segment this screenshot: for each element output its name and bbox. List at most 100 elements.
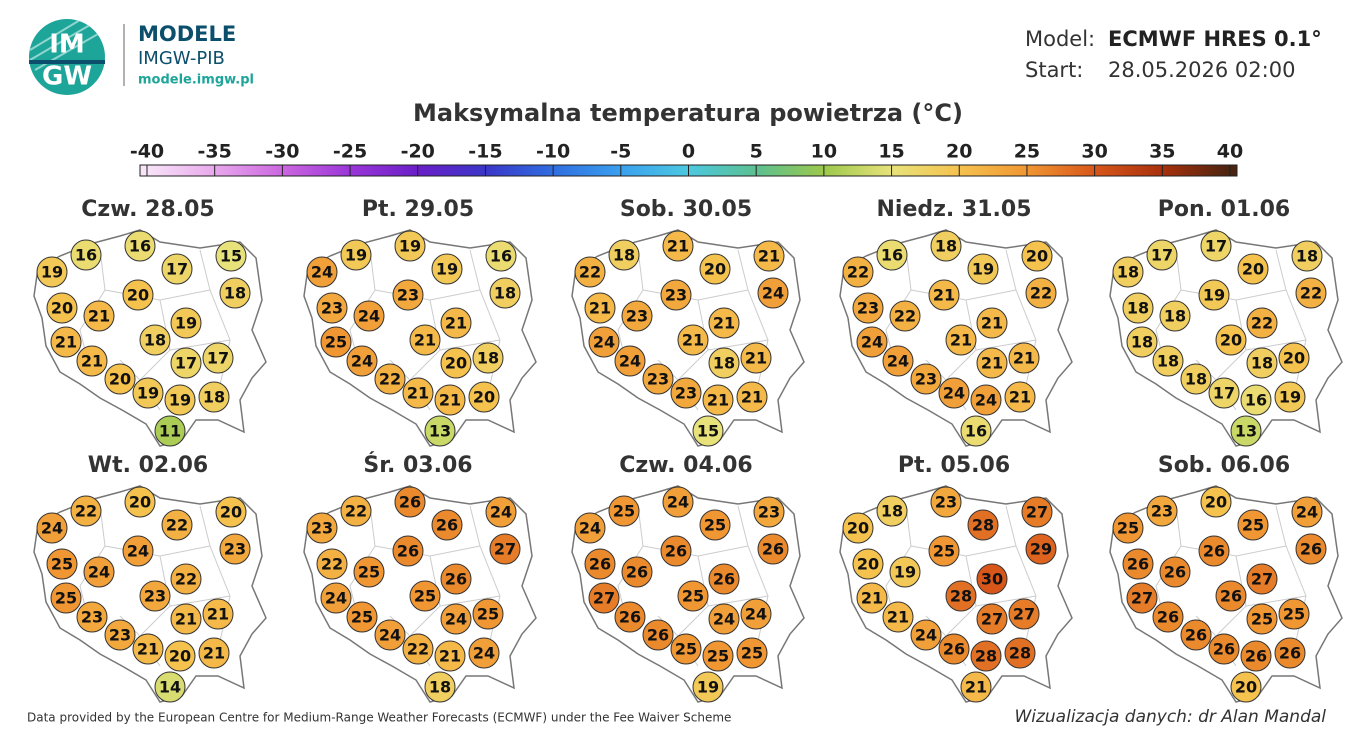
temperature-label: 19 xyxy=(41,263,63,282)
temperature-marker xyxy=(1152,601,1184,633)
start-label: Start: xyxy=(1025,58,1083,82)
logo-text: IM xyxy=(49,30,85,60)
temperature-label: 23 xyxy=(675,384,697,403)
temperature-label: 19 xyxy=(1279,388,1301,407)
temperature-marker xyxy=(614,601,646,633)
temperature-marker xyxy=(164,384,196,416)
temperature-marker xyxy=(1126,326,1158,358)
temperature-marker xyxy=(670,633,702,665)
temperature-marker xyxy=(970,640,1002,672)
temperature-marker xyxy=(353,556,385,588)
temperature-label: 21 xyxy=(682,331,704,350)
temperature-marker xyxy=(46,292,78,324)
temperature-label: 25 xyxy=(704,516,726,535)
temperature-marker xyxy=(215,496,247,528)
temperature-marker xyxy=(945,580,977,612)
temperature-label: 26 xyxy=(713,570,735,589)
temperature-marker xyxy=(139,324,171,356)
temperature-marker xyxy=(1112,512,1144,544)
url[interactable]: modele.imgw.pl xyxy=(138,73,254,88)
temperature-marker xyxy=(757,533,789,565)
temperature-marker xyxy=(1008,598,1040,630)
colorbar-tick-label: 15 xyxy=(878,141,904,163)
temperature-marker xyxy=(50,582,82,614)
temperature-marker xyxy=(70,495,102,527)
temperature-marker xyxy=(1230,415,1262,447)
temperature-marker xyxy=(1246,307,1278,339)
temperature-label: 22 xyxy=(379,370,401,389)
temperature-label: 24 xyxy=(41,519,63,538)
temperature-marker xyxy=(1198,535,1230,567)
temperature-marker xyxy=(967,253,999,285)
temperature-label: 23 xyxy=(626,307,648,326)
temperature-label: 18 xyxy=(1185,370,1207,389)
temperature-label: 22 xyxy=(75,502,97,521)
temperature-marker xyxy=(740,598,772,630)
temperature-marker xyxy=(219,533,251,565)
temperature-marker xyxy=(928,535,960,567)
temperature-marker xyxy=(340,495,372,527)
temperature-marker xyxy=(842,256,874,288)
temperature-label: 24 xyxy=(351,352,373,371)
temperature-marker xyxy=(967,509,999,541)
colorbar-ticks: -40 -35 -30 -25 -20 -15 -10 -5 0 5 10 15 20 25 30 35 40 xyxy=(130,141,1243,176)
temperature-marker xyxy=(876,495,908,527)
temperature-marker xyxy=(340,239,372,271)
temperature-marker xyxy=(708,307,740,339)
temperature-marker xyxy=(320,582,352,614)
temperature-label: 20 xyxy=(1283,349,1305,368)
temperature-label: 18 xyxy=(935,237,957,256)
temperature-marker xyxy=(202,342,234,374)
temperature-label: 26 xyxy=(943,640,965,659)
logo[interactable]: IM GW xyxy=(29,19,105,95)
temperature-label: 17 xyxy=(166,260,188,279)
temperature-marker xyxy=(440,307,472,339)
colorbar-tick-label: -10 xyxy=(536,141,570,163)
temperature-label: 21 xyxy=(439,391,461,410)
temperature-marker xyxy=(104,619,136,651)
colorbar-tick-label: 35 xyxy=(1149,141,1175,163)
temperature-label: 26 xyxy=(445,570,467,589)
temperature-label: 21 xyxy=(741,388,763,407)
temperature-label: 18 xyxy=(1131,333,1153,352)
temperature-marker xyxy=(608,495,640,527)
colorbar-tick-label: -5 xyxy=(610,141,631,163)
temperature-label: 21 xyxy=(175,610,197,629)
colorbar-tick-label: -20 xyxy=(401,141,435,163)
temperature-label: 23 xyxy=(321,299,343,318)
temperature-label: 21 xyxy=(981,314,1003,333)
temperature-label: 25 xyxy=(55,589,77,608)
colorbar-tick-label: 0 xyxy=(682,141,695,163)
temperature-marker xyxy=(353,300,385,332)
temperature-marker xyxy=(374,619,406,651)
temperature-label: 18 xyxy=(477,349,499,368)
temperature-marker xyxy=(1230,671,1262,703)
temperature-label: 22 xyxy=(1030,284,1052,303)
temperature-marker xyxy=(46,548,78,580)
temperature-marker xyxy=(692,671,724,703)
map-panel: Pt. 29.05 24 19 19 19 16 18 23 24 23 21 25 21 20 18 24 2… xyxy=(303,197,537,447)
temperature-label: 22 xyxy=(579,263,601,282)
temperature-marker xyxy=(608,239,640,271)
temperature-label: 26 xyxy=(436,516,458,535)
logo-band xyxy=(29,60,105,64)
temperature-label: 18 xyxy=(613,246,635,265)
temperature-marker xyxy=(677,324,709,356)
temperature-marker xyxy=(856,326,888,358)
temperature-label: 24 xyxy=(311,263,333,282)
temperature-label: 24 xyxy=(619,352,641,371)
temperature-label: 19 xyxy=(345,246,367,265)
temperature-marker xyxy=(699,253,731,285)
org: IMGW-PIB xyxy=(138,48,225,69)
temperature-marker xyxy=(1146,495,1178,527)
temperature-label: 19 xyxy=(972,260,994,279)
temperature-label: 20 xyxy=(704,260,726,279)
temperature-label: 24 xyxy=(713,610,735,629)
temperature-marker xyxy=(621,556,653,588)
temperature-label: 16 xyxy=(490,247,512,266)
temperature-marker xyxy=(50,326,82,358)
colorbar-tick-label: -15 xyxy=(468,141,502,163)
temperature-marker xyxy=(1246,347,1278,379)
